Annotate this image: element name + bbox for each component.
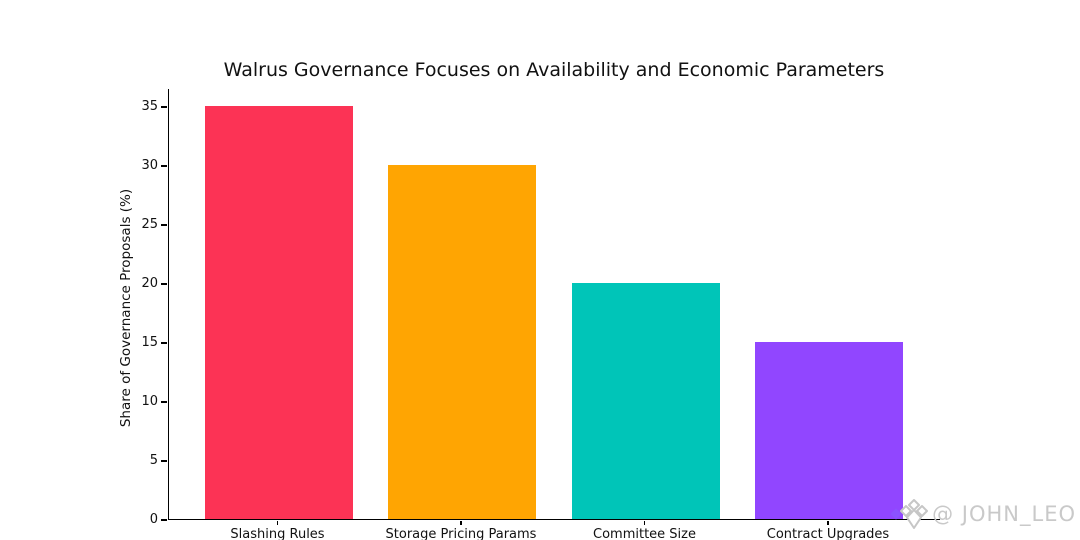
x-tick-label: Slashing Rules xyxy=(230,527,325,540)
y-tick-mark xyxy=(161,401,167,403)
bar-committee-size xyxy=(571,283,720,519)
y-tick-label: 30 xyxy=(141,158,158,173)
x-tick-mark xyxy=(643,521,646,525)
bar-slashing-rules xyxy=(204,106,353,519)
chart-title: Walrus Governance Focuses on Availabilit… xyxy=(223,59,885,81)
y-tick-label: 5 xyxy=(149,453,158,468)
y-tick-mark xyxy=(161,460,167,462)
y-tick-mark xyxy=(161,165,167,167)
y-tick-mark xyxy=(161,224,167,226)
y-tick-mark xyxy=(161,519,167,521)
gem-diamond-icon xyxy=(891,499,929,529)
x-tick-mark xyxy=(827,521,829,525)
x-tick-label: Storage Pricing Params xyxy=(385,527,537,540)
y-tick-label: 20 xyxy=(141,276,158,291)
y-tick-label: 15 xyxy=(141,335,158,350)
watermark-text: @ JOHN_LEO xyxy=(932,502,1076,526)
x-tick-mark xyxy=(460,521,462,525)
y-tick-label: 25 xyxy=(141,217,158,232)
y-tick-mark xyxy=(161,342,167,344)
bar-storage-pricing-params xyxy=(388,165,536,519)
x-tick-label: Committee Size xyxy=(593,527,696,540)
y-tick-label: 35 xyxy=(141,99,158,114)
y-tick-mark xyxy=(161,283,167,285)
watermark: @ JOHN_LEO xyxy=(891,497,1076,531)
y-tick-label: 10 xyxy=(141,394,158,409)
x-tick-label: Contract Upgrades xyxy=(766,527,890,540)
plot-area xyxy=(168,89,940,520)
x-tick-mark xyxy=(276,521,279,525)
y-tick-label: 0 xyxy=(149,512,158,527)
y-tick-mark xyxy=(161,106,167,108)
bar-contract-upgrades xyxy=(755,342,903,519)
